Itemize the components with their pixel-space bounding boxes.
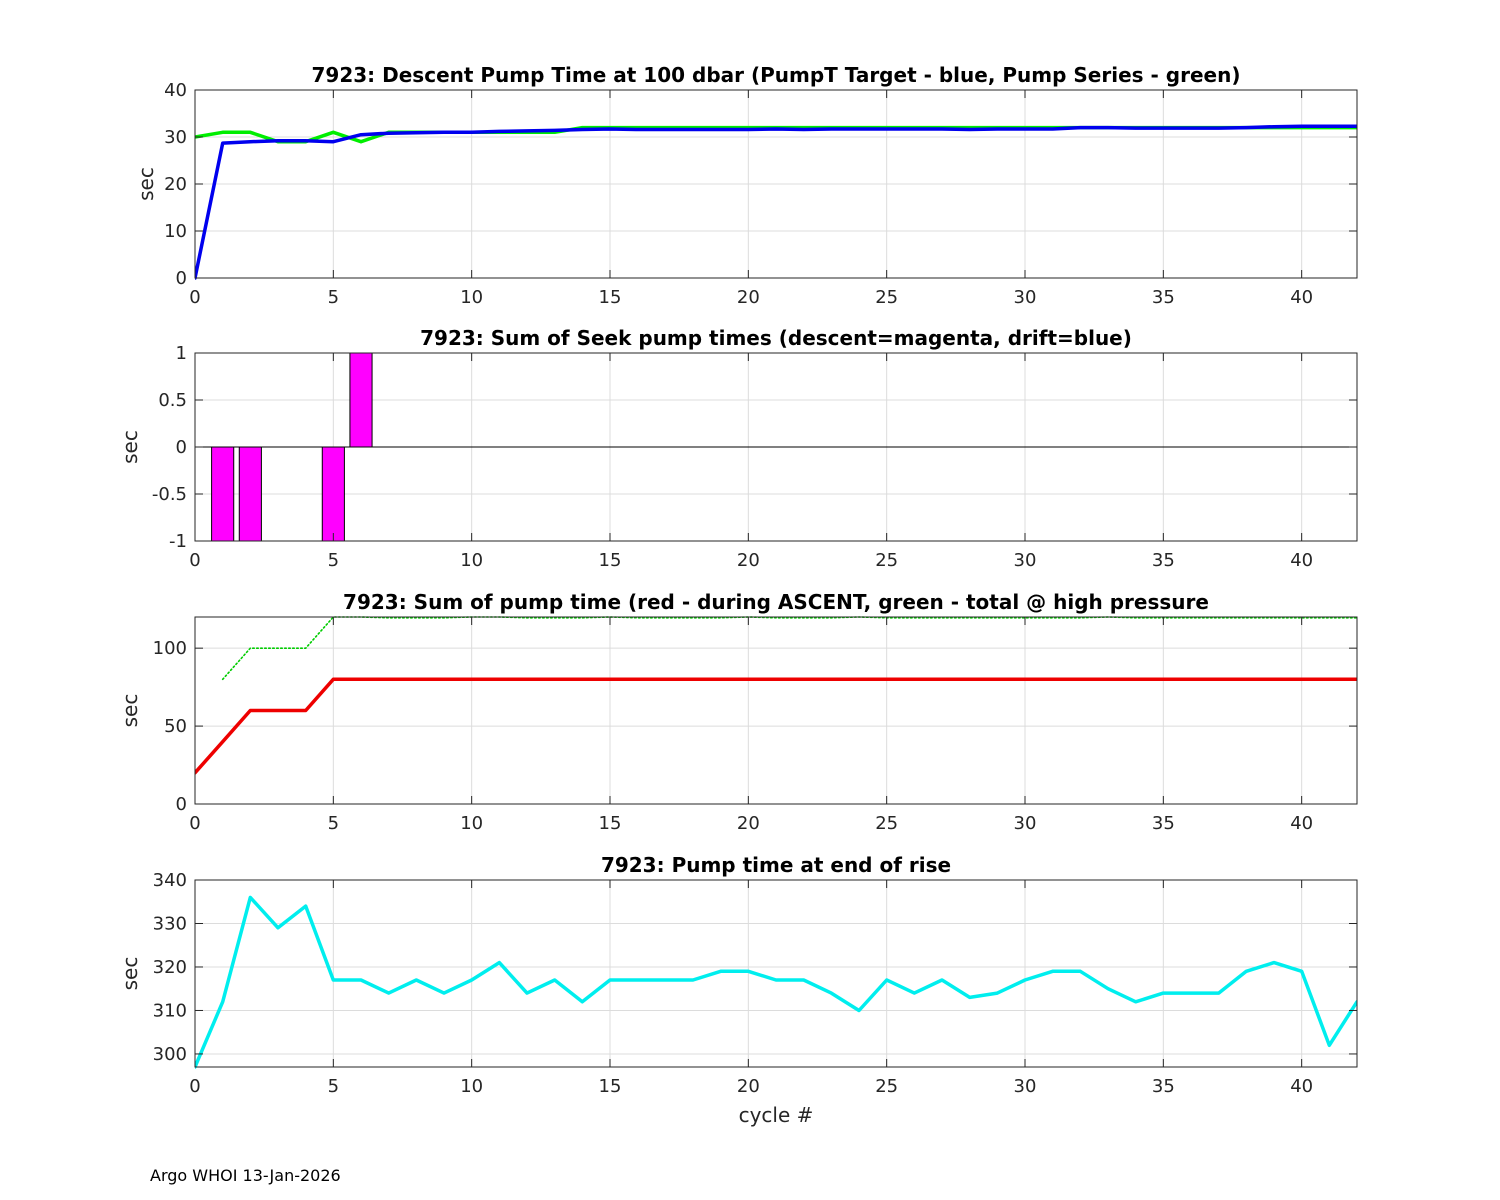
y-axis-label: sec [118, 957, 142, 991]
y-tick-label: 300 [153, 1044, 187, 1065]
chart-panel-4: 0 5 10 15 20 25 30 35 40 300 310 320 330 340 7923: Pum… [118, 853, 1358, 1127]
chart-title: 7923: Pump time at end of rise [601, 853, 951, 877]
x-tick-label: 0 [189, 813, 200, 834]
x-tick-label: 20 [737, 813, 760, 834]
x-tick-label: 35 [1152, 813, 1175, 834]
x-tick-label: 5 [328, 550, 339, 571]
bar [321, 446, 345, 542]
chart-panel-2: 0 5 10 15 20 25 30 35 40 -1 -0.5 0 0.5 1 7923: Sum of … [118, 326, 1358, 571]
x-tick-label: 0 [189, 287, 200, 308]
y-tick-label: 10 [164, 221, 187, 242]
x-tick-label: 30 [1014, 550, 1037, 571]
chart-title: 7923: Sum of Seek pump times (descent=ma… [420, 326, 1132, 350]
x-tick-label: 15 [599, 550, 622, 571]
data-layer [211, 352, 373, 542]
y-tick-label: 30 [164, 127, 187, 148]
y-tick-label: 40 [164, 80, 187, 101]
bar [349, 352, 373, 448]
footer-text: Argo WHOI 13-Jan-2026 [150, 1166, 341, 1185]
plot-area [195, 617, 1357, 804]
y-tick-label: 0 [176, 794, 187, 815]
x-axis-label: cycle # [739, 1103, 814, 1127]
x-tick-label: 25 [875, 287, 898, 308]
x-tick-label: 15 [599, 1076, 622, 1097]
bar [211, 446, 235, 542]
x-tick-label: 40 [1290, 287, 1313, 308]
x-tick-label: 10 [460, 550, 483, 571]
y-axis-label: sec [134, 167, 158, 201]
y-tick-label: 320 [153, 957, 187, 978]
y-tick-label: 0 [176, 437, 187, 458]
x-tick-label: 5 [328, 1076, 339, 1097]
x-tick-label: 40 [1290, 1076, 1313, 1097]
data-layer [195, 616, 1357, 775]
y-tick-label: -1 [169, 531, 187, 552]
y-tick-label: 100 [153, 638, 187, 659]
x-tick-label: 25 [875, 1076, 898, 1097]
axes-box [194, 879, 1358, 1068]
x-tick-label: 15 [599, 287, 622, 308]
y-tick-label: 310 [153, 1000, 187, 1021]
x-tick-label: 10 [460, 287, 483, 308]
x-tick-label: 0 [189, 1076, 200, 1097]
x-tick-label: 40 [1290, 813, 1313, 834]
x-tick-label: 30 [1014, 1076, 1037, 1097]
axes-box [194, 616, 1358, 805]
series-line-2 [195, 124, 1357, 280]
series-line-2 [195, 677, 1357, 775]
series-line-1 [221, 616, 1357, 681]
x-tick-label: 20 [737, 1076, 760, 1097]
y-tick-label: 0 [176, 268, 187, 289]
y-tick-label: 20 [164, 174, 187, 195]
y-tick-label: 0.5 [158, 390, 187, 411]
data-layer [195, 124, 1357, 280]
x-tick-label: 10 [460, 813, 483, 834]
x-tick-label: 5 [328, 813, 339, 834]
x-tick-label: 35 [1152, 550, 1175, 571]
y-axis-label: sec [118, 694, 142, 728]
y-tick-label: 340 [153, 870, 187, 891]
x-tick-label: 30 [1014, 287, 1037, 308]
x-tick-label: 25 [875, 550, 898, 571]
bar [238, 446, 262, 542]
y-tick-label: 330 [153, 913, 187, 934]
x-tick-label: 20 [737, 287, 760, 308]
y-tick-label: 50 [164, 716, 187, 737]
chart-title: 7923: Sum of pump time (red - during ASC… [343, 590, 1209, 614]
x-tick-label: 35 [1152, 1076, 1175, 1097]
series-line-1 [195, 895, 1357, 1069]
x-tick-label: 35 [1152, 287, 1175, 308]
x-tick-label: 40 [1290, 550, 1313, 571]
y-tick-label: 1 [176, 343, 187, 364]
chart-title: 7923: Descent Pump Time at 100 dbar (Pum… [312, 63, 1241, 87]
chart-panel-1: 0 5 10 15 20 25 30 35 40 0 10 20 30 40 7923: Descent P… [134, 63, 1358, 308]
x-tick-label: 15 [599, 813, 622, 834]
x-tick-label: 10 [460, 1076, 483, 1097]
y-axis-label: sec [118, 430, 142, 464]
y-tick-label: -0.5 [152, 484, 187, 505]
x-tick-label: 0 [189, 550, 200, 571]
chart-panel-3: 0 5 10 15 20 25 30 35 40 0 50 100 7923: Sum of pump … [118, 590, 1358, 834]
plot-area [195, 880, 1357, 1067]
data-layer [195, 895, 1357, 1069]
x-tick-label: 30 [1014, 813, 1037, 834]
x-tick-label: 5 [328, 287, 339, 308]
x-tick-label: 20 [737, 550, 760, 571]
x-tick-label: 25 [875, 813, 898, 834]
